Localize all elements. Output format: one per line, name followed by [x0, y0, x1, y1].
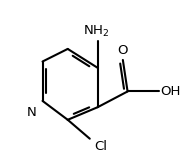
Text: OH: OH — [161, 85, 181, 98]
Text: N: N — [26, 106, 36, 119]
Text: NH$_2$: NH$_2$ — [83, 24, 109, 40]
Text: Cl: Cl — [94, 140, 108, 153]
Text: O: O — [118, 44, 128, 57]
